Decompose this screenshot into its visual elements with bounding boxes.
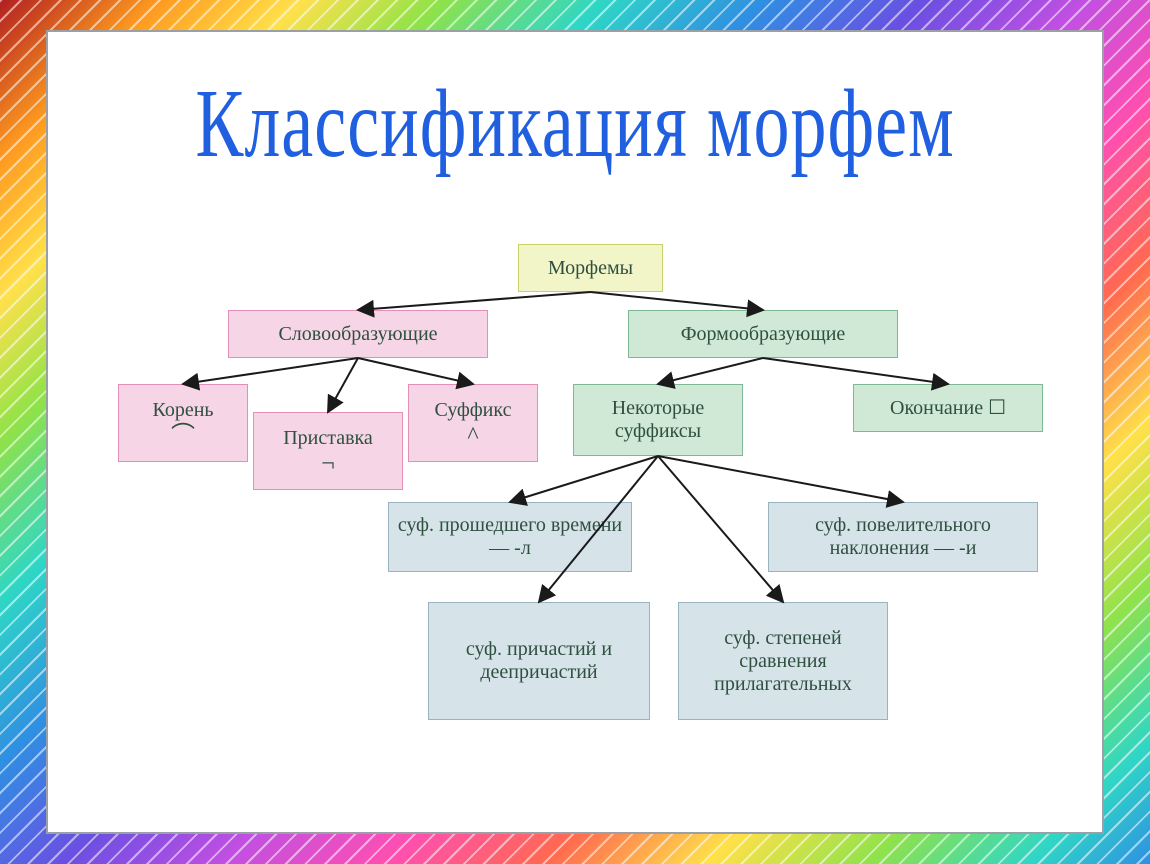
node-kor: Корень⌒ — [118, 384, 248, 462]
node-suf: Суффикс^ — [408, 384, 538, 462]
node-prist: Приставка¬ — [253, 412, 403, 490]
node-root: Морфемы — [518, 244, 663, 292]
slide-title: Классификация морфем — [48, 68, 1102, 180]
rainbow-background: Классификация морфем Морфемы Словообразую… — [0, 0, 1150, 864]
node-slov: Словообразующие — [228, 310, 488, 358]
node-okon: Окончание ☐ — [853, 384, 1043, 432]
node-s2: суф. повелительного наклонения — -и — [768, 502, 1038, 572]
slide-panel: Классификация морфем Морфемы Словообразую… — [46, 30, 1104, 834]
node-form: Формообразующие — [628, 310, 898, 358]
node-s4: суф. степеней сравнения прилагательных — [678, 602, 888, 720]
node-s1: суф. прошедшего времени — -л — [388, 502, 632, 572]
node-s3: суф. причастий и деепричастий — [428, 602, 650, 720]
node-nek: Некоторые суффиксы — [573, 384, 743, 456]
